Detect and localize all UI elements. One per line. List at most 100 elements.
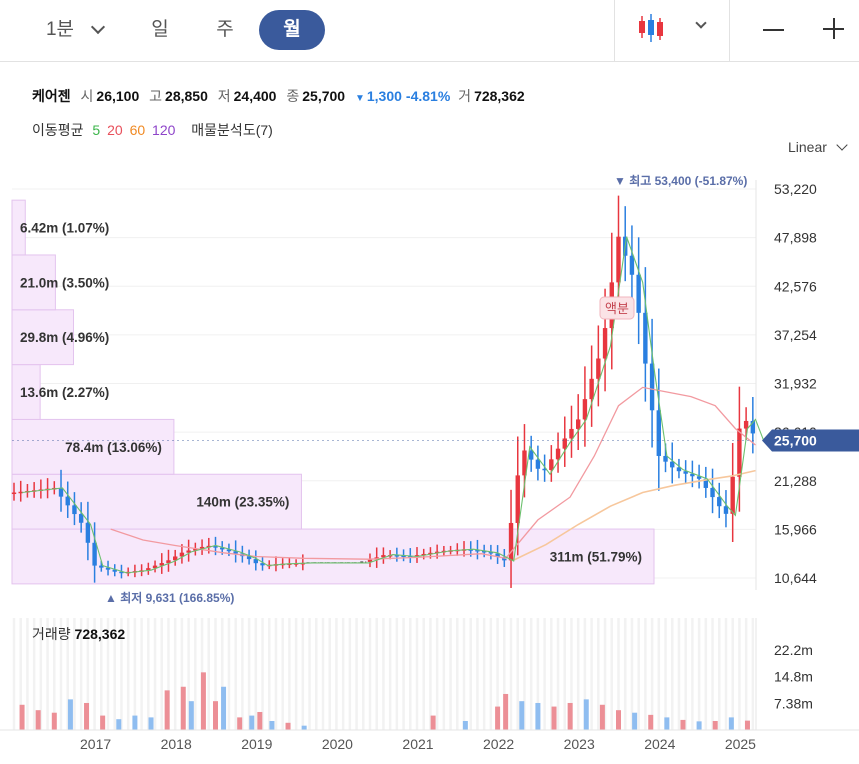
volume-bar [462,720,468,730]
candle-body [723,506,729,514]
volume-bar [213,701,218,730]
candle-body [495,553,500,557]
tab-1min[interactable]: 1분 [45,19,75,40]
volume-bar [148,717,154,730]
volume-profile-label: 13.6m (2.27%) [20,385,109,400]
candle-body [656,410,661,456]
candle-body [99,565,104,568]
split-marker-label: 액분 [605,301,629,316]
candle-body [253,559,258,564]
year-label: 2024 [644,736,675,752]
price-axis-label: 21,288 [774,473,817,489]
candle-body [535,459,541,469]
year-label: 2021 [402,736,433,752]
year-label: 2019 [241,736,272,752]
candle-body [173,556,178,561]
price-axis-label: 47,898 [774,230,817,246]
timeframe-toolbar: 1분 일 주 월 [0,0,859,62]
volume-bar [249,715,255,730]
candle-body [528,450,534,460]
volume-bar [180,686,186,730]
current-price-label: 25,700 [774,432,817,448]
high-value: 28,850 [165,88,208,104]
candle-body [743,420,749,429]
volume-bar [583,699,589,730]
candle-body [92,542,97,566]
volume-axis-label: 14.8m [774,669,813,685]
candle-body [65,496,70,506]
candle-body [179,552,185,557]
candle-body [643,312,648,364]
candle-body [750,420,756,434]
volume-bar [648,714,654,730]
current-price-tag [762,429,859,452]
candle-body [663,455,668,462]
candle-body [670,461,675,468]
tab-month[interactable]: 월 [259,10,325,50]
volume-bar [744,720,750,730]
volume-bar [567,702,573,730]
volume-bar [664,717,670,730]
change-pct: -4.81% [405,88,451,104]
candle-body [152,565,158,569]
price-axis-label: 15,966 [774,521,817,537]
candle-body [730,476,735,514]
ma-20: 20 [107,122,123,138]
candle-body [576,419,581,429]
candle-body [696,476,702,479]
candle-body [596,358,601,379]
volume-profile-bar [11,473,302,530]
open-label: 시 [80,88,94,104]
minus-icon[interactable] [763,29,784,31]
candle-body [522,450,527,476]
candle-body [508,522,514,561]
candle-body [193,548,198,551]
volume-profile-bar [11,364,41,420]
candle-body [226,549,232,552]
volume-profile-bar [11,418,175,475]
candle-body [246,556,252,560]
candle-body [542,468,547,471]
volume-profile-label: 6.42m (1.07%) [20,221,109,236]
volume-bar [188,701,194,730]
high-label: 고 [149,88,163,104]
price-axis-label: 53,220 [774,181,817,197]
volume-bar [712,720,718,730]
candle-body [367,559,373,562]
price-axis-label: 42,576 [774,278,817,294]
candle-body [555,448,561,460]
split-marker-box [599,296,635,320]
candle-body [421,553,426,556]
volume-profile-bar [11,309,74,366]
year-label: 2025 [725,736,756,752]
candle-body [146,568,151,571]
volume-bar [301,725,307,730]
volume-bar [67,699,73,730]
year-label: 2023 [564,736,595,752]
candle-body [159,563,164,566]
volume-bar [19,704,25,730]
price-axis-label: 10,644 [774,570,817,586]
candle-body [616,236,621,283]
candle-body [515,475,520,523]
scale-selector[interactable]: Linear [788,139,827,155]
volume-profile-label[interactable]: 매물분석도(7) [191,122,273,138]
ma-label[interactable]: 이동평균 [32,122,84,138]
candle-body [213,545,218,548]
tab-week[interactable]: 주 [216,19,234,40]
candle-body [401,555,406,558]
candle-body [690,473,695,477]
candlestick-icon[interactable] [0,0,859,62]
candle-body [649,363,655,411]
volume-bar [632,712,638,730]
toolbar-divider [729,0,730,62]
volume-bar [285,722,291,730]
tab-day[interactable]: 일 [151,19,169,40]
toolbar-divider [614,0,615,62]
candle-body [629,255,635,275]
candle-body [414,555,420,557]
close-label: 종 [286,88,300,104]
year-label: 2022 [483,736,514,752]
indicator-bar[interactable]: 이동평균 5 20 60 120 매물분석도(7) [32,120,276,140]
